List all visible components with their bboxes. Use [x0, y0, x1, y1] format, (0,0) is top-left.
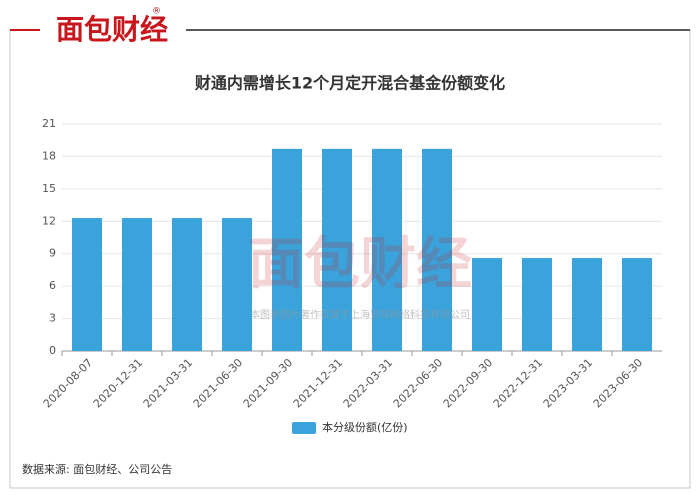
bar [422, 148, 452, 351]
x-tick-label: 2021-06-30 [191, 356, 245, 410]
logo-mark: ® [152, 7, 161, 17]
y-tick-label: 0 [49, 344, 56, 357]
chart-title: 财通内需增长12个月定开混合基金份额变化 [194, 74, 505, 93]
x-tick-label: 2022-12-31 [491, 356, 545, 410]
x-tick-label: 2020-12-31 [91, 356, 145, 410]
x-tick-label: 2021-03-31 [141, 356, 195, 410]
x-tick-label: 2021-12-31 [291, 356, 345, 410]
source: 数据来源: 面包财经、公司公告 [22, 462, 172, 476]
legend-swatch [292, 422, 316, 434]
x-tick-label: 2022-06-30 [391, 356, 445, 410]
x-tick-label: 2022-03-31 [341, 356, 395, 410]
bar [322, 148, 352, 351]
bar [172, 218, 202, 351]
x-tick-label: 2021-09-30 [241, 356, 295, 410]
watermark-text: 本图表图片著作权属于上海钞探网络科技有限公司 [250, 308, 470, 321]
bar [272, 148, 302, 351]
y-tick-label: 15 [42, 182, 56, 195]
bar [222, 218, 252, 351]
logo: 面包财经 [56, 13, 168, 46]
y-tick-label: 12 [42, 214, 56, 227]
y-tick-label: 9 [49, 247, 56, 260]
bar [622, 258, 652, 351]
bar [122, 218, 152, 351]
x-tick-label: 2022-09-30 [441, 356, 495, 410]
bar [572, 258, 602, 351]
watermark-logo: 面包财经 [248, 232, 472, 297]
bar [372, 148, 402, 351]
y-tick-label: 21 [42, 117, 56, 130]
bar [472, 258, 502, 351]
x-tick-label: 2023-03-31 [541, 356, 595, 410]
bar [72, 218, 102, 351]
y-tick-label: 18 [42, 149, 56, 162]
legend-label: 本分级份额(亿份) [322, 420, 408, 434]
y-tick-label: 3 [49, 312, 56, 325]
y-tick-label: 6 [49, 279, 56, 292]
bar [522, 258, 552, 351]
x-tick-label: 2020-08-07 [41, 356, 95, 410]
logo-bg [40, 14, 186, 46]
x-tick-label: 2023-06-30 [591, 356, 645, 410]
